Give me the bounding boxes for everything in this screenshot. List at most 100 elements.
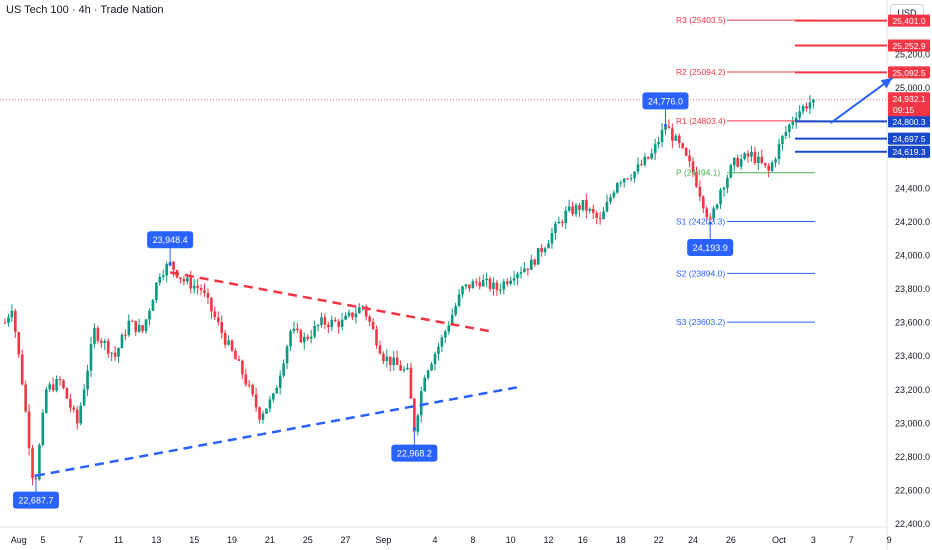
candle-body [110,352,113,354]
candle-body [196,285,199,288]
candle-body [148,310,151,320]
candle-body [550,233,554,244]
candle-body [784,131,788,136]
projection-arrow [830,76,894,124]
price-tag-label: 25,252.9 [892,41,925,51]
candle-body [622,178,626,183]
candle-body [657,141,660,145]
candle-body [58,378,62,381]
candle-body [354,313,358,318]
candle-body [93,328,96,345]
candle-body [581,199,585,210]
candle-body [234,350,237,360]
candle-body [509,280,512,284]
y-tick-label: 22,800.0 [895,452,930,462]
candle-body [767,165,770,171]
candle-body [554,223,557,234]
candle-body [134,320,138,332]
trendline-resistance [169,271,494,334]
candle-body [388,356,392,365]
candle-body [375,329,378,346]
candle-body [454,305,457,315]
candle-body [540,248,543,253]
chart-title: US Tech 100 · 4h · Trade Nation [6,4,164,16]
candle-body [684,147,688,156]
candle-body [437,346,440,354]
candle-body [722,188,726,190]
candle-body [165,264,168,276]
candle-body [186,277,189,282]
candle-body [344,315,347,320]
candle-body [729,165,733,178]
candle-body [3,322,7,324]
candle-body [712,208,715,219]
candle-body [17,332,21,355]
candle-body [798,111,801,118]
candle-body [89,344,93,371]
y-tick-label: 23,800.0 [895,284,930,294]
candle-body [75,409,79,424]
callout-box [642,92,689,110]
candle-body [574,205,578,215]
candle-body [309,336,313,339]
candle-body [502,281,506,290]
candle-body [320,317,323,326]
candle-body [409,367,413,399]
candle-body [230,340,234,351]
candle-body [44,389,48,413]
x-tick-label: 27 [341,535,351,545]
candle-body [96,328,100,341]
candle-body [423,377,426,392]
candle-body [616,183,619,193]
candle-body [203,290,206,293]
callout-box [687,239,734,257]
price-tag-label: 25,401.0 [892,16,925,26]
candle-body [667,126,671,129]
candle-body [743,153,746,160]
candle-body [808,102,812,109]
candle-body [812,99,815,103]
candle-body [265,408,268,414]
candle-body [368,316,371,322]
candle-body [478,282,482,287]
candle-body [419,391,423,416]
candle-body [261,413,265,420]
candle-body [275,387,279,394]
candle-body [86,370,89,390]
candle-body [499,289,502,291]
candle-body [770,162,774,171]
pivot-label: P (24494.1) [676,168,720,178]
candle-body [619,182,623,184]
candle-body [640,164,643,166]
candle-body [736,157,740,167]
candle-body [330,319,334,328]
candle-body [488,278,492,289]
candle-body [557,221,561,224]
candle-body [598,217,602,220]
candle-body [626,178,629,180]
candle-body [671,128,674,141]
candle-body [633,171,636,179]
candle-body [210,297,213,312]
candle-body [481,280,485,287]
candle-body [7,317,10,323]
candle-body [426,370,430,378]
candle-body [646,156,650,159]
candle-body [48,384,52,390]
candle-body [763,162,767,166]
candle-body [485,278,488,281]
y-tick-label: 24,200.0 [895,217,930,227]
candle-body [433,353,437,365]
candle-body [323,317,327,325]
callout-point [412,427,416,431]
candle-body [333,319,337,322]
candle-body [715,204,719,209]
price-tag-label: 24,619.3 [892,147,925,157]
candle-body [739,159,743,167]
candle-body [31,448,34,479]
candle-body [24,384,27,412]
candle-body [41,412,45,446]
candle-body [244,374,248,385]
x-tick-label: 26 [726,535,736,545]
